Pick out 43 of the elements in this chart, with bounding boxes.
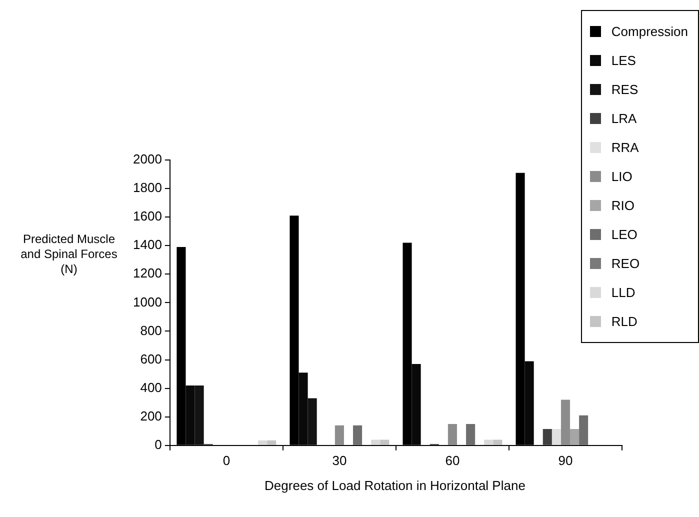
bar [552, 428, 561, 445]
bar [579, 415, 588, 445]
x-tick-label: 0 [222, 452, 230, 468]
legend-label: RRA [611, 140, 639, 155]
legend-label: Compression [611, 24, 688, 39]
bar [371, 440, 380, 445]
y-tick-label: 1600 [133, 208, 162, 224]
bar [258, 440, 268, 445]
y-tick-label: 2000 [133, 152, 162, 167]
bar [560, 400, 570, 445]
legend-label: RES [611, 82, 638, 97]
bar [380, 440, 390, 445]
legend-label: REO [611, 256, 640, 271]
y-tick-label: 400 [140, 380, 162, 395]
y-tick-label: 1200 [133, 266, 162, 281]
legend-label: RIO [611, 198, 635, 213]
y-tick-label: 600 [140, 351, 162, 366]
bar [484, 440, 494, 445]
x-tick-label: 90 [558, 452, 573, 468]
bar [267, 440, 276, 445]
bar [353, 425, 362, 445]
y-tick-label: 0 [154, 436, 162, 452]
legend-label: LIO [611, 169, 632, 184]
y-tick-label: 1400 [133, 237, 162, 252]
x-axis-title: Degrees of Load Rotation in Horizontal Plane [264, 478, 526, 494]
bar [466, 424, 476, 445]
legend-label: LEO [611, 227, 638, 242]
bar [493, 440, 502, 445]
legend-label: LLD [611, 285, 636, 300]
bar [570, 428, 580, 445]
legend-label: LRA [611, 111, 637, 126]
x-tick-label: 60 [445, 452, 460, 468]
y-tick-label: 800 [140, 322, 162, 338]
y-tick-label: 1000 [133, 294, 162, 310]
bar [334, 425, 344, 445]
bar [542, 428, 552, 445]
legend-label: RLD [611, 314, 638, 329]
y-tick-label: 200 [140, 408, 162, 424]
y-axis-title: Predicted Muscle and Spinal Forces (N) [20, 232, 118, 277]
y-tick-label: 1800 [133, 180, 162, 196]
x-tick-label: 30 [332, 452, 347, 468]
bar [448, 424, 457, 445]
legend-label: LES [611, 53, 636, 68]
